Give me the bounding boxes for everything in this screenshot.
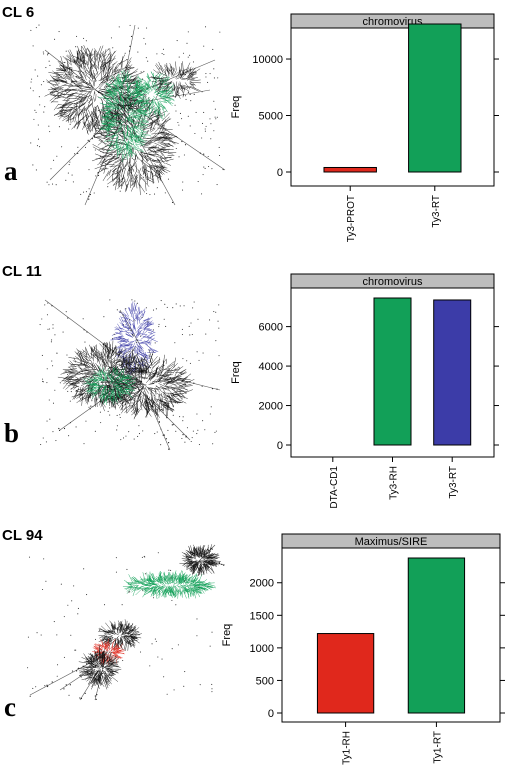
cluster-graph-c [27, 544, 225, 701]
panel-letter-b: b [4, 418, 20, 448]
x-tick-label: Ty1-RH [342, 731, 353, 765]
plot-frame [281, 547, 501, 723]
panel-letter-c: c [4, 692, 16, 722]
y-tick-label: 2000 [259, 401, 283, 413]
panel-letter-a: a [4, 156, 18, 186]
cluster-label-c: CL 94 [2, 527, 43, 544]
y-tick-label: 0 [268, 708, 274, 720]
cluster-graph-a [29, 24, 226, 206]
x-tick-label: Ty3-RH [389, 466, 400, 500]
x-tick-label: DTA-CD1 [329, 466, 340, 509]
x-tick-label: Ty3-RT [448, 466, 459, 499]
chart-title: Maximus/SIRE [355, 536, 428, 548]
network-edges [27, 544, 225, 701]
x-tick-label: Ty3-RT [431, 195, 442, 228]
y-tick-label: 6000 [259, 322, 283, 334]
y-tick-label: 10000 [252, 54, 283, 66]
bar-ty3-prot [323, 166, 377, 173]
bar-ty3-rh [373, 297, 412, 446]
y-tick-label: 1000 [250, 643, 274, 655]
y-tick-label: 0 [277, 440, 283, 452]
y-axis-label: Freq [230, 361, 242, 384]
cluster-label-b: CL 11 [2, 263, 42, 280]
chart-title: chromovirus [363, 16, 423, 28]
network-edges [39, 299, 221, 451]
network-edges [29, 24, 226, 206]
bar-ty3-rt [433, 299, 472, 446]
y-tick-label: 2000 [250, 578, 274, 590]
cluster-label-a: CL 6 [2, 4, 35, 21]
y-tick-label: 5000 [259, 111, 283, 123]
bar-ty1-rt [407, 557, 466, 714]
bar-ty1-rh [316, 633, 375, 714]
y-axis-label: Freq [230, 96, 242, 119]
x-tick-label: Ty3-PROT [346, 195, 357, 242]
x-tick-label: Ty1-RT [432, 731, 443, 764]
y-axis-label: Freq [221, 624, 233, 647]
y-tick-label: 500 [256, 675, 274, 687]
y-tick-label: 1500 [250, 610, 274, 622]
cluster-graph-b [39, 299, 221, 451]
y-tick-label: 4000 [259, 361, 283, 373]
chart-title: chromovirus [363, 276, 423, 288]
bar-ty3-rt [408, 23, 462, 173]
y-tick-label: 0 [277, 167, 283, 179]
plot-frame [290, 27, 495, 187]
